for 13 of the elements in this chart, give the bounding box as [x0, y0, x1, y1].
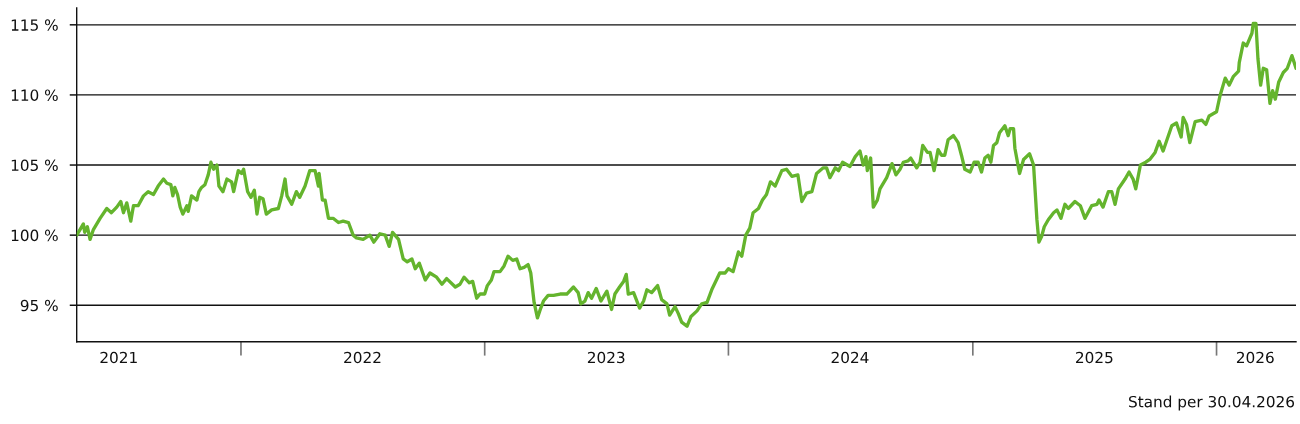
text: Stand per 30.04.2026	[1129, 395, 1295, 411]
y-tick-label: 110 %	[11, 89, 58, 101]
y-tick-label: 115 %	[11, 19, 58, 31]
y-tick-label: 95 %	[20, 299, 58, 312]
x-tick-label: 2021	[100, 351, 137, 364]
x-tick-label: 2025	[1076, 351, 1113, 364]
x-tick-label: 2026	[1236, 351, 1274, 364]
line-series	[76, 21, 1296, 328]
x-tick-label: 2022	[344, 351, 381, 364]
y-tick-label: 105 %	[11, 159, 58, 172]
y-tick-label: 100 %	[11, 229, 58, 242]
x-tick-label: 2024	[831, 351, 869, 364]
x-tick-label: 2023	[587, 351, 625, 364]
